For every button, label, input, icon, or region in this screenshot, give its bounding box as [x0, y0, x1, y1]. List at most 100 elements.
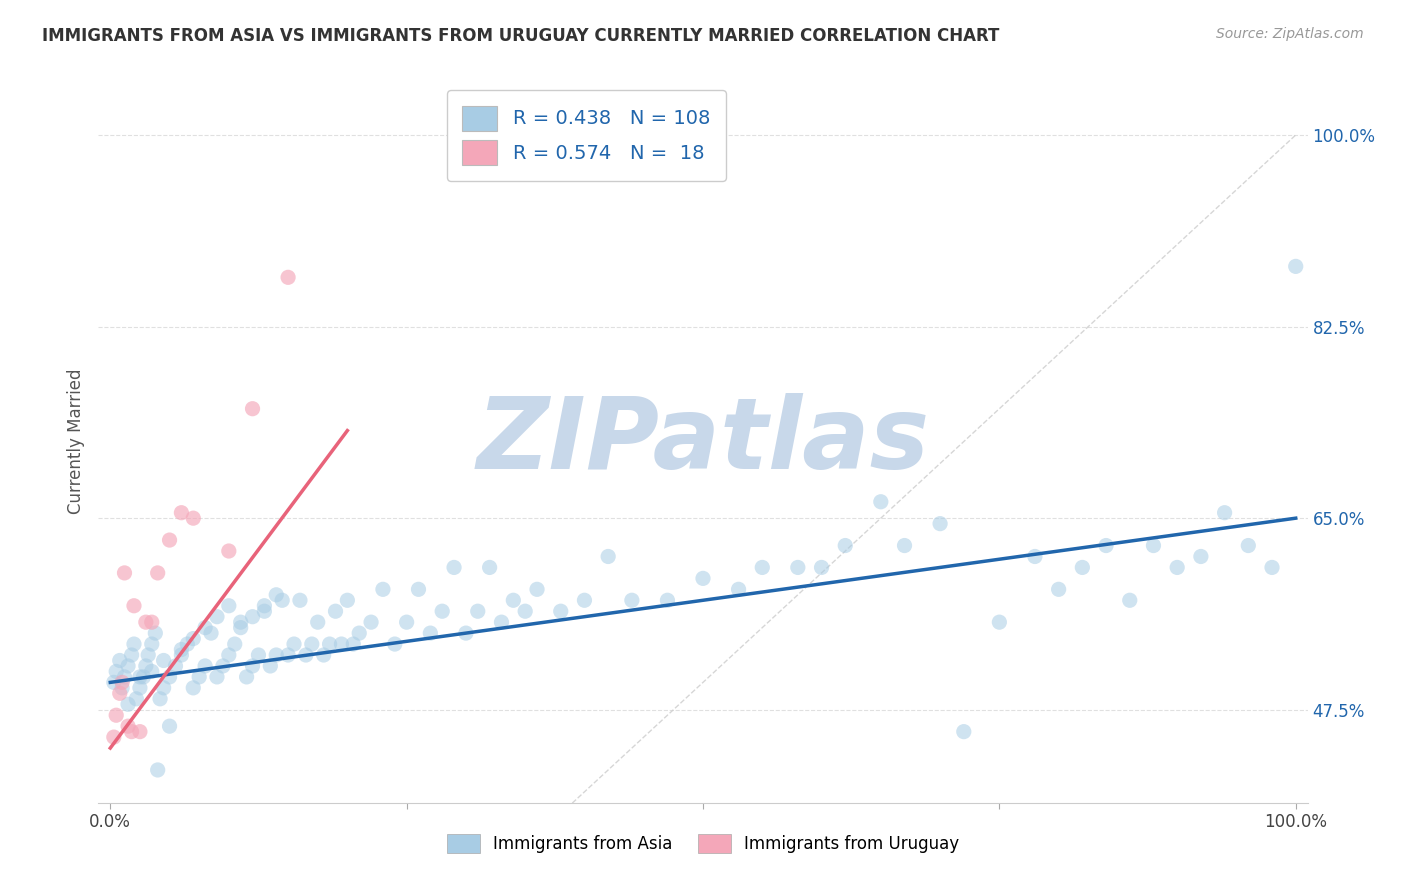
Point — [242, 401, 264, 416]
Point — [229, 621, 252, 635]
Point — [218, 648, 240, 662]
Point — [432, 604, 454, 618]
Point — [170, 642, 193, 657]
Point — [143, 626, 166, 640]
Point — [283, 637, 305, 651]
Point — [229, 615, 252, 630]
Point — [526, 582, 548, 597]
Point — [121, 724, 143, 739]
Point — [288, 593, 311, 607]
Point — [467, 604, 489, 618]
Point — [1213, 506, 1236, 520]
Point — [952, 724, 974, 739]
Point — [1119, 593, 1142, 607]
Point — [1142, 539, 1164, 553]
Point — [1047, 582, 1070, 597]
Point — [253, 604, 276, 618]
Point — [181, 511, 204, 525]
Point — [117, 698, 139, 712]
Point — [117, 659, 139, 673]
Point — [264, 588, 287, 602]
Point — [146, 566, 169, 580]
Point — [277, 270, 299, 285]
Point — [443, 560, 465, 574]
Point — [786, 560, 808, 574]
Point — [194, 621, 217, 635]
Point — [295, 648, 318, 662]
Point — [259, 659, 281, 673]
Point — [105, 708, 128, 723]
Point — [810, 560, 832, 574]
Point — [125, 691, 148, 706]
Point — [108, 686, 131, 700]
Point — [103, 730, 125, 744]
Point — [929, 516, 952, 531]
Point — [235, 670, 257, 684]
Point — [141, 637, 163, 651]
Point — [301, 637, 323, 651]
Point — [1095, 539, 1118, 553]
Point — [224, 637, 246, 651]
Point — [170, 648, 193, 662]
Point — [135, 659, 157, 673]
Point — [205, 609, 228, 624]
Point — [129, 724, 152, 739]
Point — [108, 653, 131, 667]
Point — [491, 615, 513, 630]
Point — [515, 604, 537, 618]
Point — [152, 681, 174, 695]
Point — [307, 615, 329, 630]
Point — [136, 648, 159, 662]
Point — [129, 681, 152, 695]
Point — [103, 675, 125, 690]
Point — [869, 494, 891, 508]
Point — [657, 593, 679, 607]
Point — [141, 615, 163, 630]
Point — [312, 648, 335, 662]
Point — [1261, 560, 1284, 574]
Point — [271, 593, 294, 607]
Point — [159, 670, 181, 684]
Text: Source: ZipAtlas.com: Source: ZipAtlas.com — [1216, 27, 1364, 41]
Point — [988, 615, 1011, 630]
Text: ZIPatlas: ZIPatlas — [477, 393, 929, 490]
Point — [122, 599, 145, 613]
Point — [205, 670, 228, 684]
Point — [242, 609, 264, 624]
Point — [692, 571, 714, 585]
Point — [502, 593, 524, 607]
Point — [218, 544, 240, 558]
Text: IMMIGRANTS FROM ASIA VS IMMIGRANTS FROM URUGUAY CURRENTLY MARRIED CORRELATION CH: IMMIGRANTS FROM ASIA VS IMMIGRANTS FROM … — [42, 27, 1000, 45]
Point — [1024, 549, 1046, 564]
Point — [1166, 560, 1188, 574]
Point — [408, 582, 430, 597]
Point — [218, 599, 240, 613]
Point — [550, 604, 572, 618]
Point — [1237, 539, 1260, 553]
Point — [111, 681, 134, 695]
Point — [200, 626, 222, 640]
Point — [360, 615, 382, 630]
Point — [727, 582, 749, 597]
Point — [121, 648, 143, 662]
Point — [181, 632, 204, 646]
Point — [478, 560, 501, 574]
Point — [277, 648, 299, 662]
Point — [1285, 260, 1308, 274]
Point — [181, 681, 204, 695]
Point — [114, 566, 136, 580]
Point — [114, 670, 136, 684]
Point — [1189, 549, 1212, 564]
Point — [152, 653, 174, 667]
Point — [893, 539, 915, 553]
Point — [194, 659, 217, 673]
Point — [336, 593, 359, 607]
Point — [598, 549, 620, 564]
Point — [384, 637, 406, 651]
Point — [1071, 560, 1094, 574]
Point — [264, 648, 287, 662]
Point — [188, 670, 211, 684]
Point — [212, 659, 235, 673]
Point — [141, 665, 163, 679]
Point — [620, 593, 643, 607]
